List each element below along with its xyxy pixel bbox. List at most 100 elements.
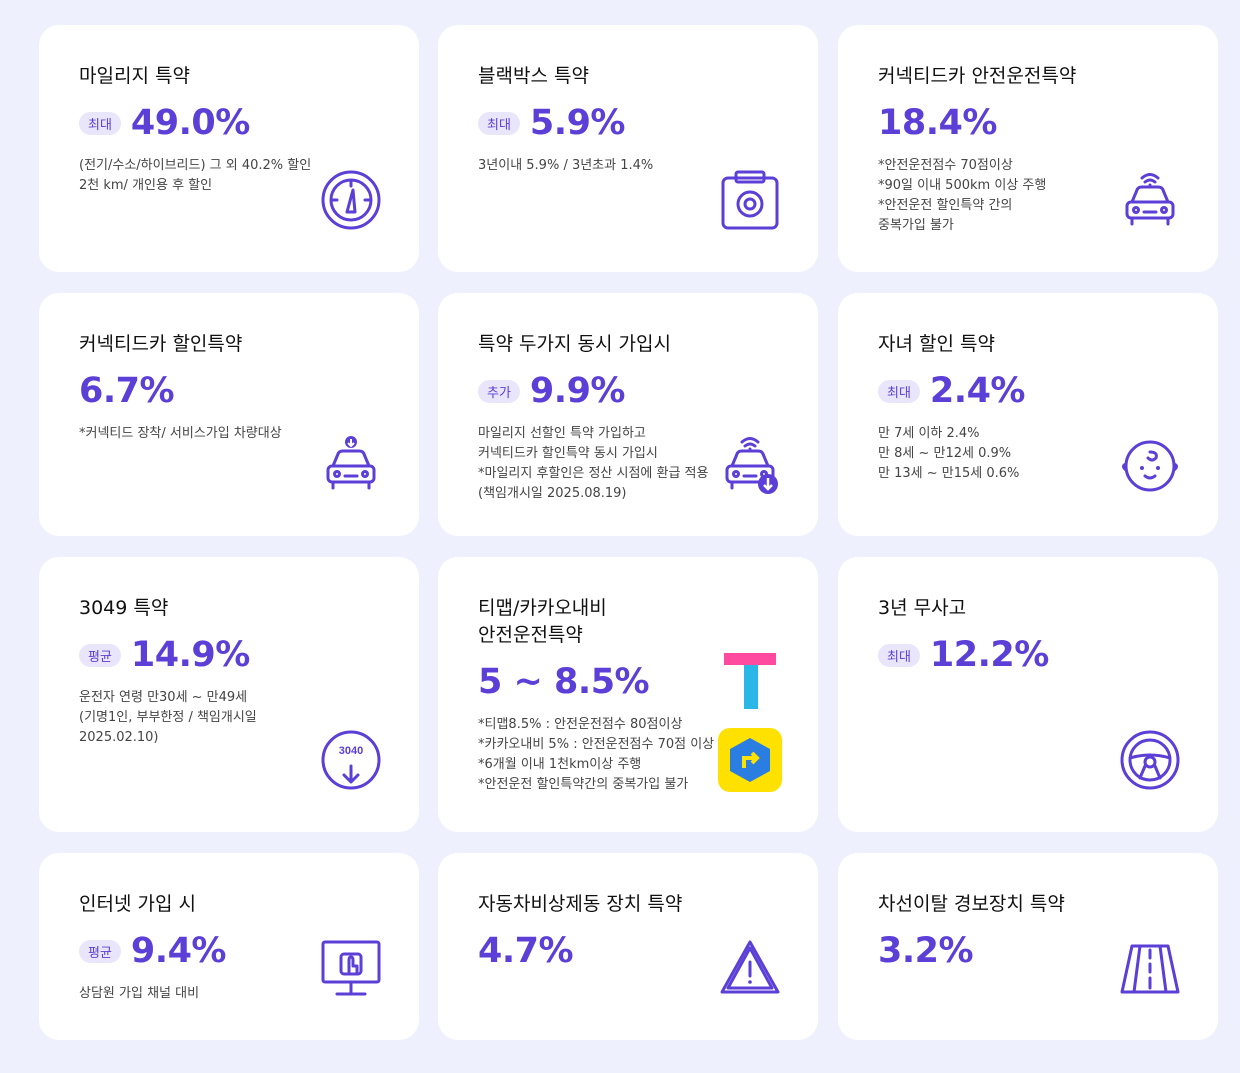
note-line: 커넥티드카 할인특약 동시 가입시 xyxy=(478,446,658,461)
note-line: 만 13세 ~ 만15세 0.6% xyxy=(878,466,1020,481)
icon xyxy=(721,170,779,230)
card-title: 자동차비상제동 장치 특약 xyxy=(478,893,683,915)
discount-card: 커넥티드카 안전운전특약 18.4% *안전운전점수 70점이상 *90일 이내 50… xyxy=(838,25,1218,272)
card-title: 커넥티드카 할인특약 xyxy=(79,333,243,355)
icon xyxy=(326,436,376,490)
note-line: 3년이내 5.9% / 3년초과 1.4% xyxy=(478,158,654,173)
discount-value: 9.9% xyxy=(529,371,626,411)
icon xyxy=(1120,730,1180,790)
note-line: *마일리지 후할인은 정산 시점에 환급 적용 xyxy=(478,466,709,481)
notes: (전기/수소/하이브리드) 그 외 40.2% 할인 2천 km/ 개인용 후 할… xyxy=(79,156,379,196)
card-title: 마일리지 특약 xyxy=(79,65,190,87)
badge: 최대 xyxy=(878,643,920,667)
badge: 추가 xyxy=(478,379,520,403)
discount-card: 커넥티드카 할인특약 6.7% *커넥티드 장착/ 서비스가입 차량대상 xyxy=(39,293,419,536)
note-line: 만 7세 이하 2.4% xyxy=(878,426,980,441)
discount-value: 4.7% xyxy=(478,931,574,971)
note-line: *카카오내비 5% : 안전운전점수 70점 이상 xyxy=(478,737,715,752)
note-line: *안전운전점수 70점이상 xyxy=(878,158,1013,173)
card-title: 블랙박스 특약 xyxy=(478,65,589,87)
discount-value: 14.9% xyxy=(130,635,250,675)
note-line: 중복가입 불가 xyxy=(878,218,954,233)
card-title: 커넥티드카 안전운전특약 xyxy=(878,65,1077,87)
icon-label: 3040 xyxy=(339,745,363,757)
note-line: (기명1인, 부부한정 / 책임개시일 xyxy=(79,710,257,725)
value-row: 평균 14.9% xyxy=(79,632,379,678)
card-title: 티맵/카카오내비 안전운전특약 xyxy=(478,597,607,646)
badge: 최대 xyxy=(878,379,920,403)
value-row: 18.4% xyxy=(878,100,1178,146)
kakao-icon xyxy=(718,728,782,792)
note-line: 2025.02.10) xyxy=(79,730,159,745)
icon xyxy=(321,940,381,996)
note-line: *티맵8.5% : 안전운전점수 80점이상 xyxy=(478,717,683,732)
icon xyxy=(724,653,776,709)
notes: 상담원 가입 채널 대비 xyxy=(79,984,379,1004)
note-line: 2천 km/ 개인용 후 할인 xyxy=(79,178,213,193)
discount-value: 6.7% xyxy=(79,371,175,411)
card-title: 자녀 할인 특약 xyxy=(878,333,995,355)
notes: 3년이내 5.9% / 3년초과 1.4% xyxy=(478,156,778,176)
note-line: (책임개시일 2025.08.19) xyxy=(478,486,627,501)
note-line: 상담원 가입 채널 대비 xyxy=(79,986,200,1001)
icon: 3040 xyxy=(321,730,381,790)
value-row: 6.7% xyxy=(79,368,379,414)
card-title: 차선이탈 경보장치 특약 xyxy=(878,893,1065,915)
card-title: 인터넷 가입 시 xyxy=(79,893,196,915)
icon xyxy=(720,940,780,994)
discount-value: 49.0% xyxy=(130,103,250,143)
note-line: *90일 이내 500km 이상 주행 xyxy=(878,178,1047,193)
note-line: *안전운전 할인특약 간의 xyxy=(878,198,1013,213)
badge: 평균 xyxy=(79,939,121,963)
card-title: 3년 무사고 xyxy=(878,597,967,619)
note-line: (전기/수소/하이브리드) 그 외 40.2% 할인 xyxy=(79,158,312,173)
icon xyxy=(1120,944,1180,994)
discount-card: 자동차비상제동 장치 특약 4.7% xyxy=(438,853,818,1040)
note-line: *6개월 이내 1천km이상 주행 xyxy=(478,757,642,772)
note-line: 마일리지 선할인 특약 가입하고 xyxy=(478,426,646,441)
value-row: 3.2% xyxy=(878,928,1178,974)
notes: *커넥티드 장착/ 서비스가입 차량대상 xyxy=(79,424,379,444)
discount-value: 2.4% xyxy=(929,371,1026,411)
icon xyxy=(321,170,381,230)
discount-value: 5.9% xyxy=(529,103,626,143)
notes: 운전자 연령 만30세 ~ 만49세 (기명1인, 부부한정 / 책임개시일 202… xyxy=(79,688,379,748)
notes: *티맵8.5% : 안전운전점수 80점이상 *카카오내비 5% : 안전운전점수… xyxy=(478,715,778,795)
card-title: 3049 특약 xyxy=(79,597,169,619)
icon xyxy=(1125,173,1175,226)
value-row: 최대 2.4% xyxy=(878,368,1178,414)
discount-value: 5 ~ 8.5% xyxy=(478,662,650,702)
notes: 만 7세 이하 2.4% 만 8세 ~ 만12세 0.9% 만 13세 ~ 만15세… xyxy=(878,424,1178,484)
note-line: 만 8세 ~ 만12세 0.9% xyxy=(878,446,1012,461)
value-row: 최대 49.0% xyxy=(79,100,379,146)
discount-value: 12.2% xyxy=(929,635,1049,675)
value-row: 최대 12.2% xyxy=(878,632,1178,678)
card-title: 특약 두가지 동시 가입시 xyxy=(478,333,671,355)
value-row: 4.7% xyxy=(478,928,778,974)
discount-value: 9.4% xyxy=(130,931,227,971)
value-row: 5 ~ 8.5% xyxy=(478,659,778,705)
discount-value: 18.4% xyxy=(878,103,997,143)
icon xyxy=(1122,440,1178,492)
badge: 최대 xyxy=(478,111,520,135)
discount-card: 차선이탈 경보장치 특약 3.2% xyxy=(838,853,1218,1040)
note-line: *커넥티드 장착/ 서비스가입 차량대상 xyxy=(79,426,282,441)
discount-card: 티맵/카카오내비 안전운전특약 5 ~ 8.5% *티맵8.5% : 안전운전점수 … xyxy=(438,557,818,832)
icon xyxy=(725,437,778,494)
value-row: 추가 9.9% xyxy=(478,368,778,414)
note-line: *안전운전 할인특약간의 중복가입 불가 xyxy=(478,777,689,792)
note-line: 운전자 연령 만30세 ~ 만49세 xyxy=(79,690,248,705)
discount-value: 3.2% xyxy=(878,931,974,971)
value-row: 최대 5.9% xyxy=(478,100,778,146)
notes: *안전운전점수 70점이상 *90일 이내 500km 이상 주행 *안전운전 할인… xyxy=(878,156,1178,236)
badge: 평균 xyxy=(79,643,121,667)
